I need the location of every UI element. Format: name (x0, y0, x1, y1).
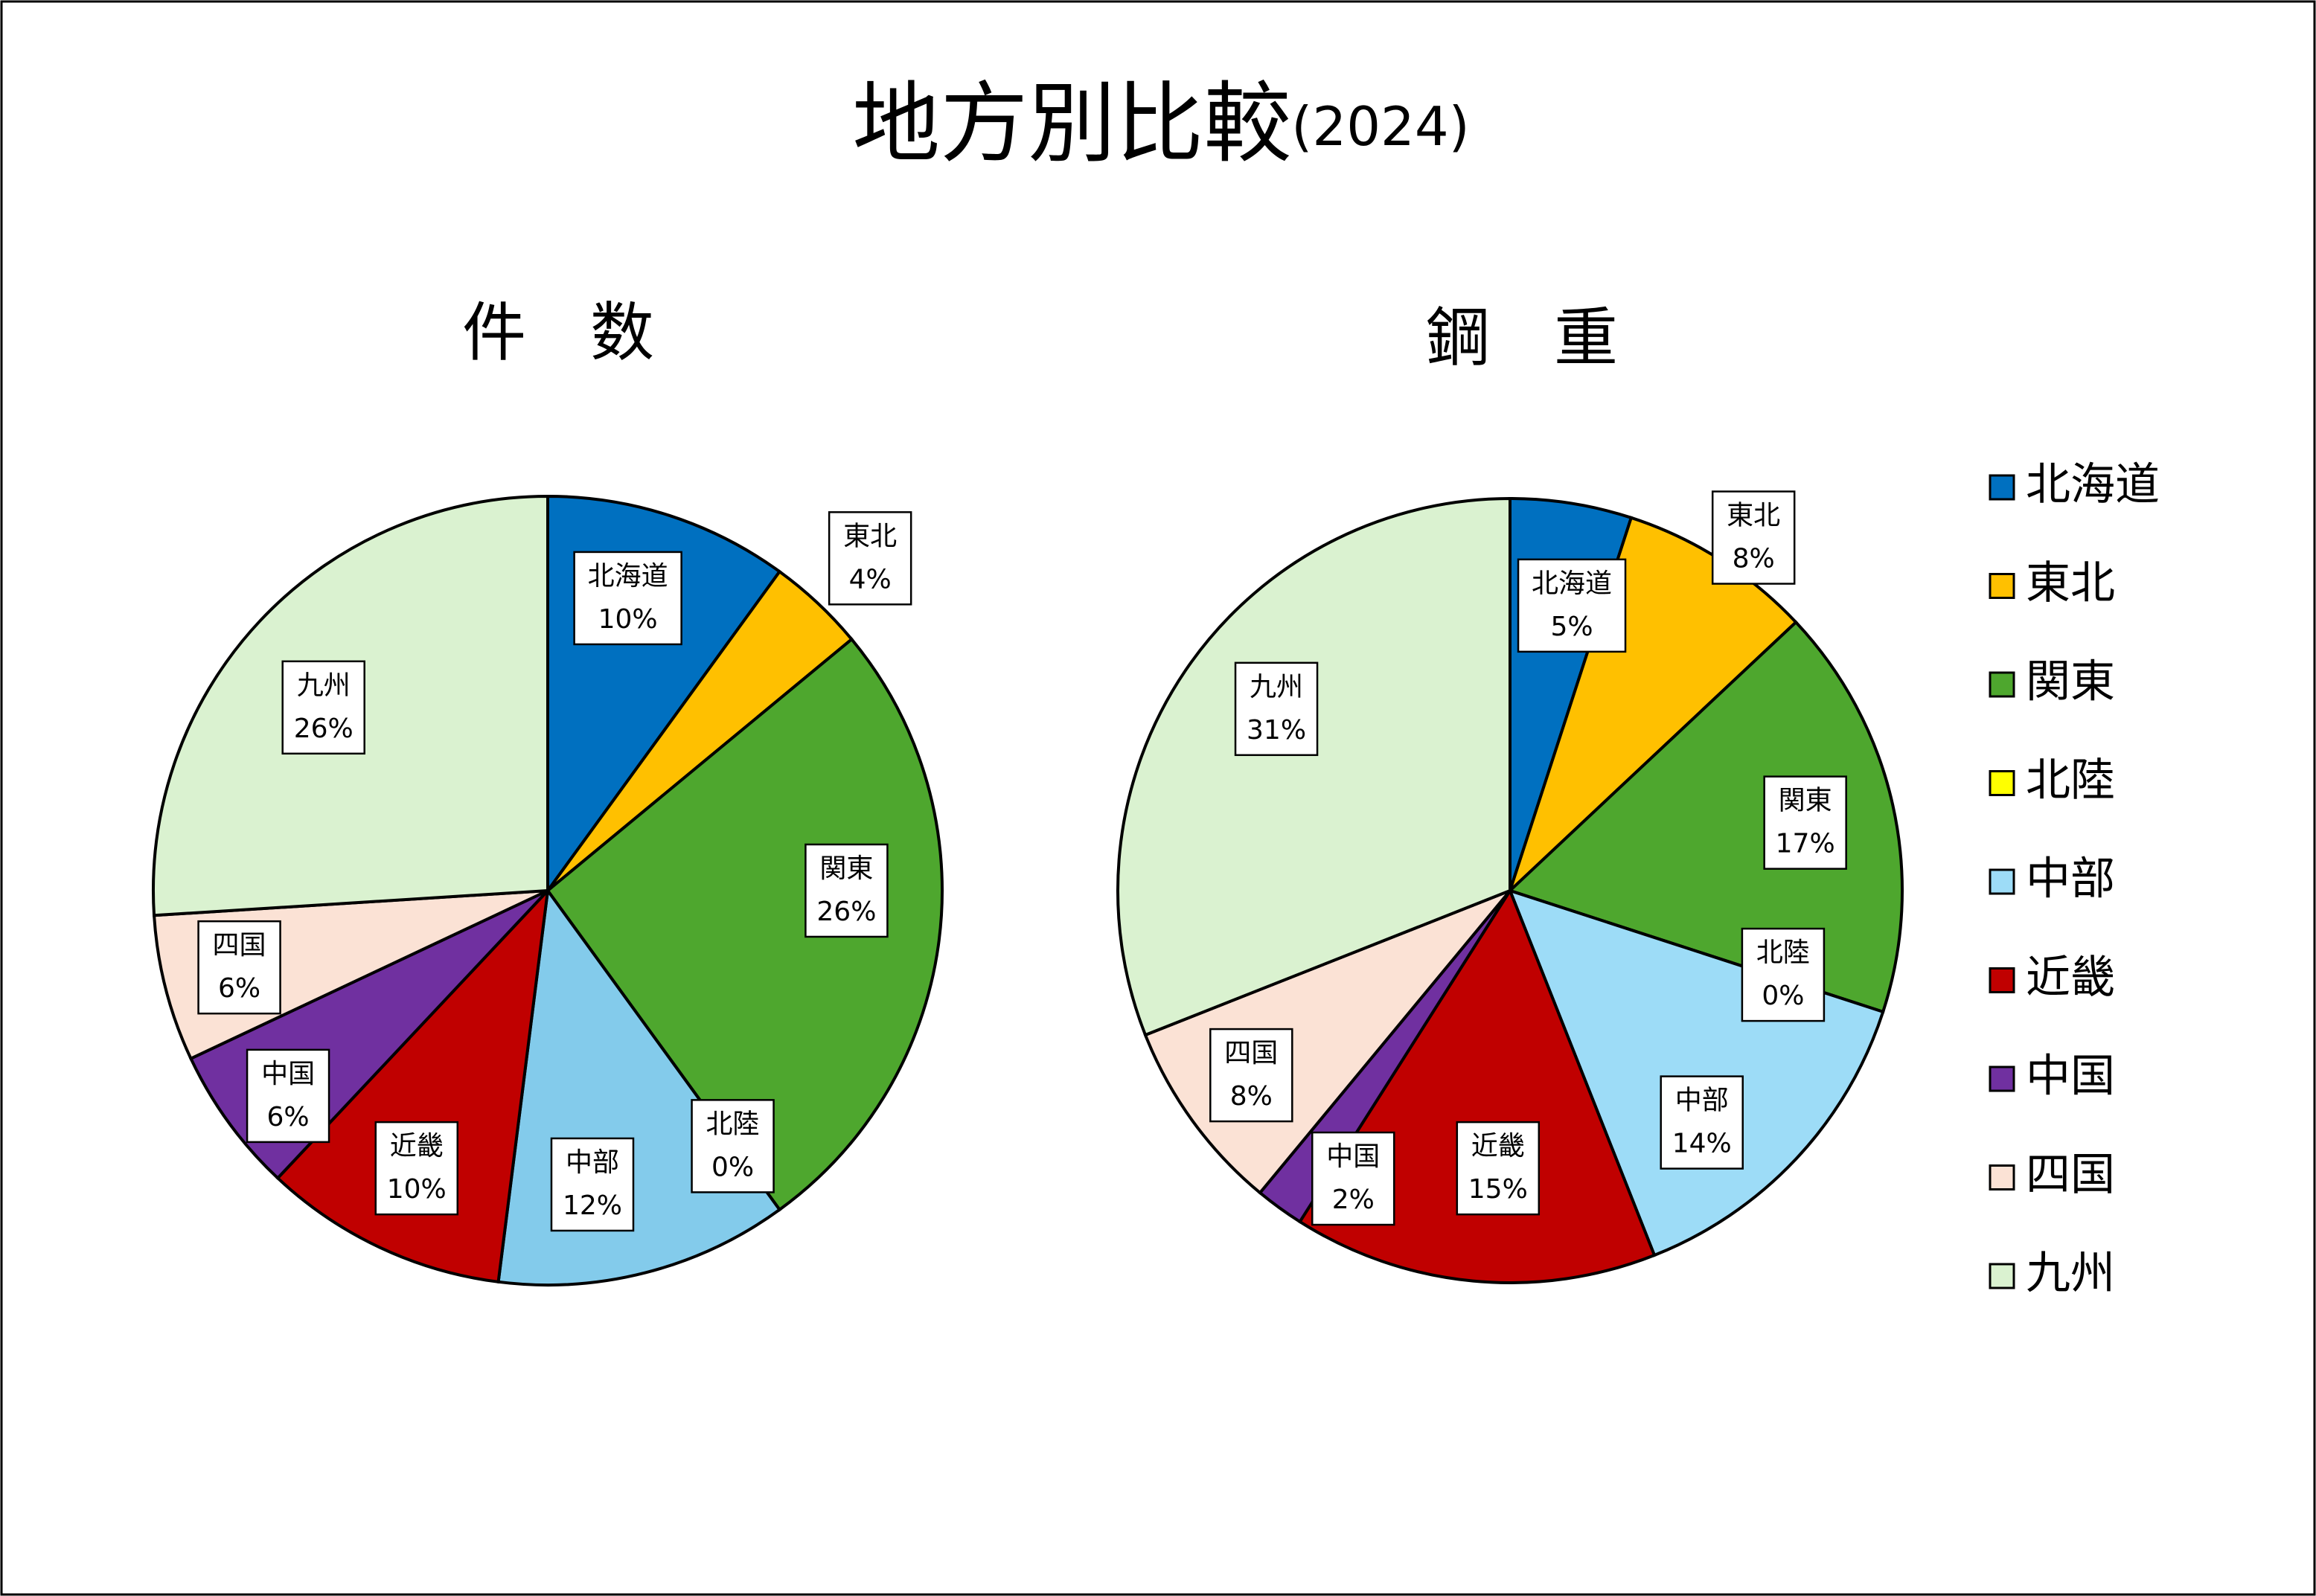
data-label-value: 14% (1672, 1129, 1732, 1159)
data-label-value: 10% (598, 604, 658, 635)
data-label-name: 九州 (297, 670, 351, 701)
data-label-value: 26% (294, 714, 354, 744)
chart-title: 地方別比較(2024) (852, 72, 1469, 175)
data-label-value: 5% (1550, 612, 1593, 642)
data-label-name: 北陸 (1756, 938, 1810, 968)
data-label-value: 26% (816, 897, 876, 927)
legend-swatch (1989, 868, 2015, 895)
data-label-value: 4% (849, 564, 892, 595)
data-label-name: 関東 (1779, 786, 1832, 816)
data-label-name: 近畿 (1471, 1131, 1525, 1161)
legend-swatch (1989, 967, 2015, 993)
data-label-value: 6% (218, 973, 260, 1004)
data-label-name: 北陸 (706, 1109, 760, 1139)
data-label-box (1741, 927, 1826, 1022)
legend-label: 中国 (2026, 1051, 2115, 1103)
legend-label: 四国 (2026, 1149, 2115, 1201)
data-label-value: 8% (1230, 1081, 1273, 1112)
data-label-box (374, 1121, 459, 1216)
pie-slice (1116, 496, 1512, 1037)
data-label-name: 近畿 (390, 1131, 444, 1161)
pie-slice (546, 637, 944, 1212)
data-label-name: 北海道 (1532, 568, 1612, 599)
title-main: 地方別比較 (852, 72, 1291, 175)
legend-swatch (1989, 474, 2015, 501)
legend-swatch (1989, 1065, 2015, 1092)
pie-title: 鋼 重 (1426, 301, 1618, 375)
data-label-name: 関東 (819, 853, 873, 884)
data-label-value: 2% (1332, 1185, 1375, 1215)
data-label-box (691, 1099, 775, 1193)
data-label-name: 四国 (1224, 1038, 1278, 1068)
legend-swatch (1989, 1263, 2015, 1289)
data-label-value: 8% (1733, 544, 1775, 574)
data-label-name: 東北 (1727, 501, 1780, 531)
data-label-box (573, 551, 682, 646)
data-label-name: 中国 (261, 1059, 315, 1089)
data-label-value: 10% (387, 1174, 447, 1205)
data-label-box (246, 1048, 330, 1144)
data-label-box (1517, 558, 1627, 653)
data-label-box (1763, 775, 1847, 870)
data-label-value: 6% (267, 1102, 310, 1132)
data-label-box (197, 920, 281, 1015)
legend-label: 九州 (2026, 1248, 2115, 1300)
legend-label: 中部 (2026, 853, 2115, 906)
data-label-name: 中部 (1675, 1086, 1729, 1116)
data-label-box (804, 843, 889, 938)
data-label-value: 0% (711, 1152, 754, 1182)
legend-label: 北陸 (2026, 754, 2115, 807)
data-label-box (1234, 661, 1319, 757)
title-year: (2024) (1291, 95, 1469, 158)
data-label-box (550, 1137, 635, 1232)
legend-swatch (1989, 573, 2015, 599)
pie-title: 件 数 (462, 295, 654, 370)
data-label-box (1711, 490, 1796, 585)
data-label-value: 0% (1762, 981, 1804, 1011)
legend-swatch (1989, 770, 2015, 796)
data-label-box (1660, 1075, 1744, 1170)
data-label-value: 17% (1776, 829, 1835, 859)
legend-label: 東北 (2026, 557, 2115, 609)
data-label-name: 四国 (213, 930, 266, 961)
data-label-value: 31% (1247, 715, 1306, 746)
data-label-name: 北海道 (588, 561, 668, 592)
legend-label: 北海道 (2026, 459, 2160, 511)
data-label-box (1456, 1121, 1541, 1216)
data-label-value: 12% (563, 1190, 622, 1221)
data-label-name: 九州 (1250, 672, 1303, 702)
data-label-name: 中国 (1326, 1141, 1380, 1172)
legend-swatch (1989, 671, 2015, 698)
legend-label: 関東 (2026, 656, 2115, 708)
data-label-box (828, 511, 912, 606)
legend-swatch (1989, 1164, 2015, 1190)
legend-label: 近畿 (2026, 952, 2115, 1004)
data-label-name: 東北 (843, 521, 897, 551)
data-label-value: 15% (1468, 1174, 1528, 1205)
data-label-name: 中部 (566, 1147, 619, 1178)
data-label-box (281, 660, 365, 755)
pie-slice (1507, 620, 1904, 1014)
pie-slice (275, 886, 550, 1284)
data-label-box (1209, 1028, 1293, 1123)
data-label-box (1311, 1131, 1395, 1226)
